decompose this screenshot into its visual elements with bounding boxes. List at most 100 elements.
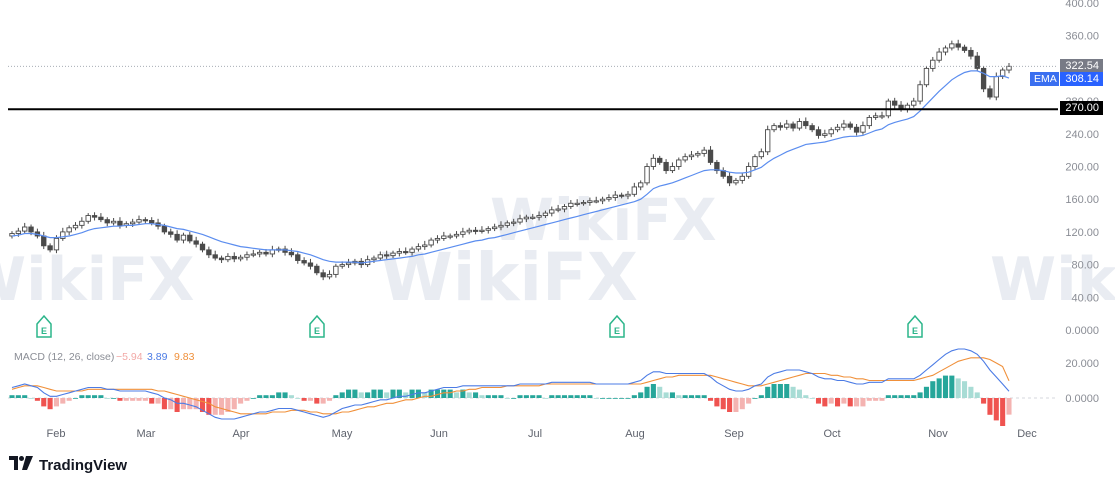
macd-histogram-bar: [885, 395, 891, 398]
candle: [549, 206, 555, 217]
candle-body: [117, 220, 123, 226]
macd-histogram-bar: [377, 389, 383, 398]
macd-histogram-bar: [504, 398, 510, 399]
macd-legend-signal-value: 9.83: [174, 351, 195, 363]
macd-histogram-bar: [955, 378, 961, 398]
candle-body: [98, 216, 104, 221]
macd-histogram-bar: [638, 392, 644, 398]
macd-histogram-bar: [295, 398, 301, 399]
candle: [644, 163, 650, 186]
candle: [904, 102, 911, 113]
candle-body: [498, 224, 504, 228]
candle: [822, 129, 828, 138]
macd-histogram-bar: [15, 395, 21, 398]
macd-histogram-bar: [174, 398, 180, 412]
candle-body: [60, 231, 66, 239]
candle-body: [383, 254, 390, 257]
month-label: Sep: [724, 428, 744, 440]
macd-histogram-bar: [803, 395, 809, 398]
macd-histogram-bar: [276, 392, 282, 398]
earnings-marker-badge: [36, 314, 52, 338]
tradingview-brand[interactable]: TradingView: [9, 456, 127, 475]
candle-body: [47, 245, 53, 251]
ema-label-value: 308.14: [1065, 73, 1099, 85]
macd-histogram-bar: [79, 395, 85, 398]
macd-histogram-bar: [422, 392, 428, 398]
candle-body: [66, 227, 72, 233]
price-label-ema[interactable]: EMA 308.14: [1030, 72, 1103, 86]
candle-body: [466, 229, 472, 233]
price-label-level[interactable]: 270.00: [1060, 101, 1103, 115]
candle-body: [390, 252, 396, 257]
earnings-marker[interactable]: E: [309, 314, 325, 338]
candle-body: [314, 265, 320, 274]
tradingview-wordmark: TradingView: [39, 457, 128, 474]
candle: [326, 270, 333, 280]
candle-body: [174, 233, 180, 241]
candle: [199, 241, 206, 253]
candle-body: [803, 121, 809, 127]
macd-histogram-bar: [460, 389, 466, 398]
candle: [485, 226, 491, 234]
macd-histogram-bar: [199, 398, 206, 412]
earnings-marker[interactable]: E: [609, 314, 625, 338]
candle: [561, 204, 568, 213]
macd-histogram-bar: [835, 398, 841, 407]
macd-histogram-bar: [771, 384, 777, 398]
candle-body: [599, 198, 606, 202]
macd-histogram-bar: [600, 398, 606, 399]
candle: [377, 251, 383, 261]
macd-histogram-bar: [352, 389, 358, 398]
macd-histogram-bar: [809, 398, 815, 399]
candle: [345, 258, 352, 268]
price-label-last[interactable]: 322.54: [1060, 59, 1103, 72]
candle-body: [758, 151, 765, 158]
candle: [472, 226, 479, 235]
candle-body: [733, 179, 739, 184]
candle: [911, 97, 917, 108]
candle: [237, 254, 244, 262]
macd-histogram-bar: [904, 395, 910, 398]
candle-body: [409, 248, 415, 253]
macd-histogram-bar: [574, 395, 580, 398]
candle: [955, 39, 961, 51]
earnings-marker[interactable]: E: [36, 314, 52, 338]
candle-body: [580, 202, 587, 205]
earnings-marker[interactable]: E: [907, 314, 923, 338]
price-tick-label: 200.00: [1065, 162, 1099, 174]
macd-histogram-bar: [34, 398, 40, 401]
candle-body: [441, 235, 447, 239]
candle-body: [28, 226, 34, 233]
month-label: Oct: [823, 428, 840, 440]
macd-histogram-bar: [593, 398, 599, 399]
macd-histogram-bar: [517, 395, 523, 398]
macd-histogram-bar: [441, 389, 447, 398]
candle: [22, 222, 28, 234]
macd-histogram-bar: [981, 398, 987, 404]
candle: [695, 150, 701, 158]
macd-histogram-bar: [314, 398, 320, 404]
candle-body: [41, 235, 47, 247]
candle-body: [295, 254, 301, 261]
macd-pane: [8, 348, 1058, 426]
macd-histogram-bar: [428, 389, 434, 398]
candle: [428, 237, 434, 248]
earnings-marker-label: E: [912, 326, 918, 336]
candle: [796, 118, 803, 131]
candle-body: [142, 219, 149, 222]
macd-axis: 20.000 0.0000: [1065, 358, 1099, 405]
macd-histogram-bar: [104, 398, 110, 399]
candle: [288, 248, 295, 258]
candle-body: [828, 129, 834, 135]
candle-body: [968, 49, 974, 57]
candle: [777, 122, 784, 131]
macd-histogram-bar: [1006, 398, 1012, 415]
candle: [117, 217, 123, 229]
month-label: Nov: [928, 428, 948, 440]
macd-histogram-bar: [41, 398, 47, 407]
candle: [98, 213, 104, 223]
candle: [784, 119, 790, 130]
candle: [733, 177, 739, 186]
candle-body: [193, 240, 199, 245]
